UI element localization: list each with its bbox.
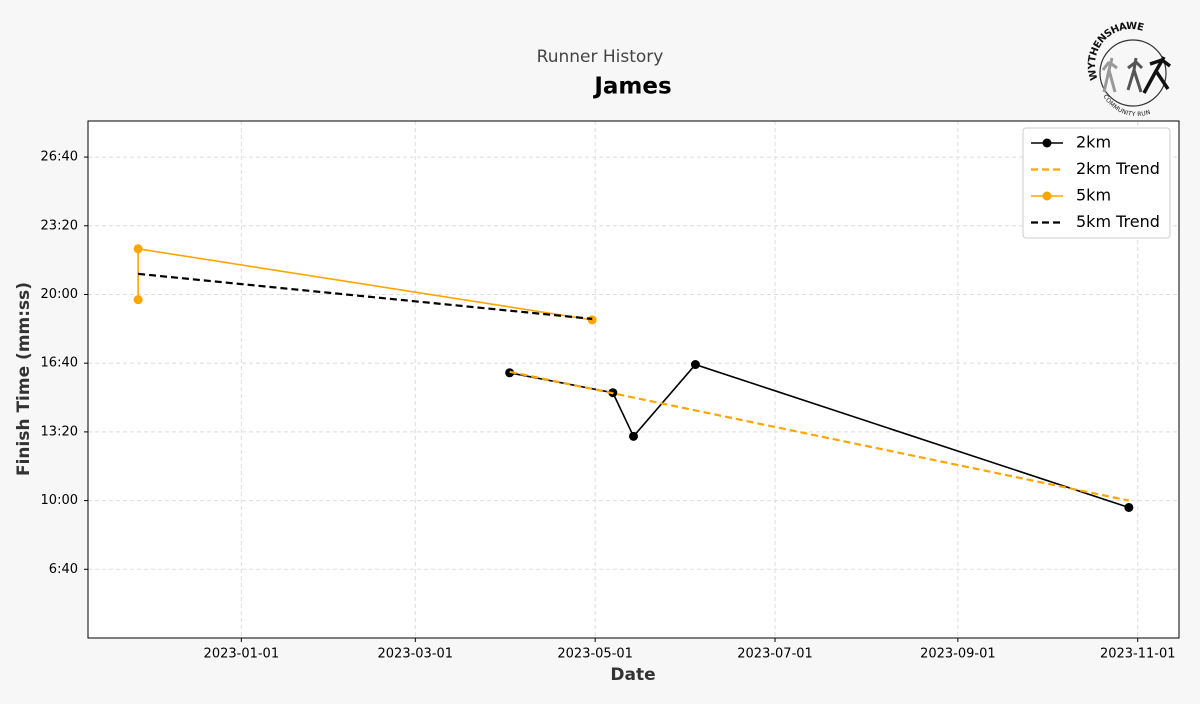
point [1124,502,1134,512]
logo-runner [1101,57,1118,93]
y-tick-label: 6:40 [49,562,78,577]
legend-label: 5km [1076,186,1111,205]
y-axis-label: Finish Time (mm:ss) [14,282,34,476]
y-tick-label: 16:40 [41,356,78,371]
point [133,244,143,254]
logo-ring [1099,39,1167,107]
y-tick-label: 26:40 [41,150,78,165]
series-line [138,272,593,320]
plot-area [87,120,1180,639]
logo-runner [1142,56,1172,94]
legend-label: 2km Trend [1076,159,1160,178]
point [690,360,700,370]
chart-subtitle: James [592,74,671,100]
x-tick-label: 2023-01-01 [204,647,280,662]
x-axis-label: Date [610,665,655,685]
y-tick-label: 20:00 [41,287,78,302]
point [587,315,597,325]
point [629,431,638,441]
legend-marker [1042,191,1052,201]
x-tick-label: 2023-07-01 [737,647,813,662]
logo-runner [1126,57,1144,93]
legend-box [1022,127,1171,239]
x-tick-label: 2023-09-01 [920,647,996,662]
y-tick-label: 23:20 [41,218,78,233]
legend-marker [1042,138,1052,148]
legend-label: 2km [1076,133,1111,152]
y-tick-label: 13:20 [41,424,78,439]
y-tick-label: 10:00 [41,493,78,508]
plot-area [87,120,1180,639]
chart-title: Runner History [537,47,664,67]
x-tick-label: 2023-03-01 [378,647,454,662]
point [133,295,143,305]
x-tick-label: 2023-11-01 [1100,647,1176,662]
series-line [509,370,1130,502]
legend-label: 5km Trend [1076,212,1160,231]
x-tick-label: 2023-05-01 [557,647,633,662]
